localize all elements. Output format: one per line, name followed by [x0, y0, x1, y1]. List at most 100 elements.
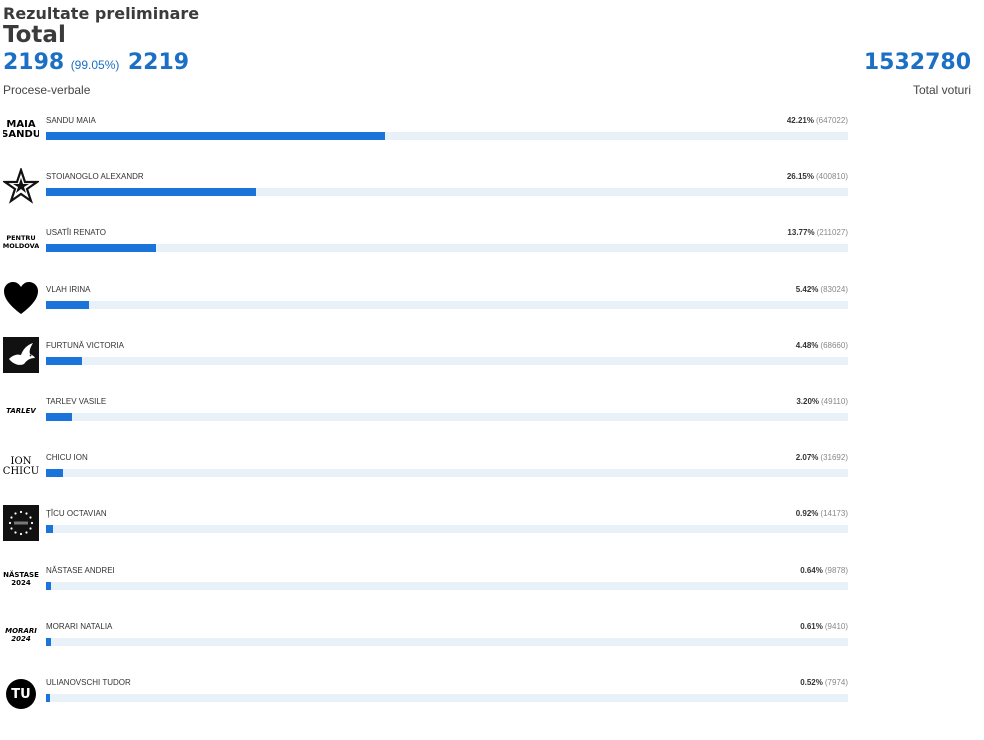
bar-track — [46, 357, 848, 365]
dove-icon — [3, 337, 39, 373]
candidate-votes: (7974) — [824, 678, 848, 687]
bar-fill — [46, 694, 51, 702]
candidate-votes: (49110) — [821, 397, 848, 406]
bar-track — [46, 413, 848, 421]
candidate-percent: 26.15% — [786, 172, 814, 181]
candidate-result: 0.64% (9878) — [800, 566, 848, 575]
logo-text: TARLEV — [6, 406, 36, 415]
candidate-votes: (400810) — [815, 172, 848, 181]
bar-track — [46, 694, 848, 702]
logo-text-line: 2024 — [11, 579, 31, 587]
processed-label: Procese-verbale — [3, 83, 91, 97]
logo-text: NĂSTASE 2024 — [3, 572, 39, 587]
candidate-name: ULIANOVSCHI TUDOR — [46, 678, 131, 687]
logo-text-line: 2024 — [11, 635, 31, 643]
bar-track — [46, 525, 848, 533]
candidate-logo: MAIA SANDU — [3, 112, 39, 148]
logo-text: ION CHICU — [3, 456, 39, 478]
candidate-percent: 5.42% — [795, 285, 819, 294]
bar-fill — [46, 132, 385, 140]
logo-text: PENTRU MOLDOVA — [3, 234, 39, 250]
candidate-logo — [3, 281, 39, 317]
processed-percent: (99.05%) — [70, 58, 120, 72]
candidate-name: MORARI NATALIA — [46, 622, 113, 631]
processed-count: 2198 (99.05%) 2219 — [3, 50, 189, 75]
logo-text-line: SANDU — [3, 129, 39, 140]
candidate-percent: 0.92% — [795, 509, 819, 518]
candidate-votes: (211027) — [816, 228, 848, 237]
candidate-name: ŢÎCU OCTAVIAN — [46, 509, 107, 518]
candidate-result: 0.92% (14173) — [796, 509, 848, 518]
bar-fill — [46, 244, 157, 252]
bar-track — [46, 244, 848, 252]
candidate-logo: MORARI 2024 — [3, 618, 39, 654]
candidate-row: ŢÎCU OCTAVIAN 0.92% (14173) — [0, 499, 984, 555]
candidate-result: 2.07% (31692) — [796, 453, 848, 462]
candidate-name: USATÎI RENATO — [46, 228, 107, 237]
candidate-row: MORARI 2024 MORARI NATALIA 0.61% (9410) — [0, 612, 984, 668]
candidate-votes: (83024) — [820, 285, 848, 294]
candidate-percent: 3.20% — [796, 397, 820, 406]
candidate-percent: 0.64% — [800, 566, 823, 575]
candidate-votes: (14173) — [820, 509, 848, 518]
bar-fill — [46, 469, 63, 477]
candidate-logo: TARLEV — [3, 393, 39, 429]
star-icon — [3, 168, 39, 204]
results-subtitle: Rezultate preliminare — [3, 4, 200, 23]
candidate-percent: 4.48% — [795, 341, 819, 350]
processed-total-number: 2219 — [127, 50, 190, 75]
candidate-votes: (9410) — [824, 622, 848, 631]
candidate-result: 4.48% (68660) — [796, 341, 848, 350]
bar-fill — [46, 582, 52, 590]
bar-track — [46, 301, 848, 309]
candidate-row: PENTRU MOLDOVA USATÎI RENATO 13.77% (211027) — [0, 218, 984, 274]
logo-text-line: PENTRU — [6, 233, 36, 242]
logo-text: MORARI 2024 — [5, 628, 37, 643]
logo-text-line: NĂSTASE — [3, 571, 39, 580]
candidate-result: 5.42% (83024) — [796, 285, 848, 294]
bar-fill — [46, 301, 90, 309]
candidate-row: TU ULIANOVSCHI TUDOR 0.52% (7974) — [0, 668, 984, 724]
candidate-logo: NĂSTASE 2024 — [3, 562, 39, 598]
candidate-logo: TU — [3, 674, 39, 710]
candidate-row: VLAH IRINA 5.42% (83024) — [0, 275, 984, 331]
candidate-name: FURTUNĂ VICTORIA — [46, 341, 124, 350]
candidate-name: CHICU ION — [46, 453, 88, 462]
candidate-row: NĂSTASE 2024 NĂSTASE ANDREI 0.64% (9878) — [0, 556, 984, 612]
candidate-result: 26.15% (400810) — [787, 172, 848, 181]
bar-track — [46, 469, 848, 477]
bar-track — [46, 582, 848, 590]
bar-track — [46, 188, 848, 196]
candidate-logo — [3, 505, 39, 541]
candidate-percent: 0.52% — [800, 678, 823, 687]
eu-stars-icon — [3, 505, 39, 541]
candidate-percent: 13.77% — [787, 228, 815, 237]
candidate-percent: 42.21% — [786, 116, 814, 125]
candidate-row: STOIANOGLO ALEXANDR 26.15% (400810) — [0, 162, 984, 218]
bar-fill — [46, 188, 256, 196]
candidate-logo — [3, 168, 39, 204]
logo-text-line: MOLDOVA — [3, 242, 39, 250]
candidate-name: NĂSTASE ANDREI — [46, 566, 115, 575]
logo-text-line: CHICU — [3, 466, 39, 477]
logo-text-line: TARLEV — [6, 406, 36, 415]
heart-icon — [4, 282, 38, 314]
candidate-name: SANDU MAIA — [46, 116, 96, 125]
candidate-percent: 0.61% — [800, 622, 823, 631]
logo-text-line: MORARI — [5, 627, 37, 636]
results-header: Rezultate preliminare Total 2198 (99.05%… — [3, 4, 978, 104]
candidate-logo: PENTRU MOLDOVA — [3, 224, 39, 260]
candidate-name: STOIANOGLO ALEXANDR — [46, 172, 144, 181]
candidate-result: 0.61% (9410) — [800, 622, 848, 631]
total-votes: 1532780 — [863, 50, 971, 75]
candidate-votes: (647022) — [815, 116, 848, 125]
logo-text-line: MAIA — [6, 119, 36, 130]
bar-fill — [46, 357, 82, 365]
candidate-row: ION CHICU CHICU ION 2.07% (31692) — [0, 443, 984, 499]
candidate-percent: 2.07% — [795, 453, 819, 462]
results-title: Total — [3, 22, 66, 48]
results-chart: MAIA SANDU SANDU MAIA 42.21% (647022) STOIANO… — [0, 106, 984, 716]
candidate-votes: (9878) — [824, 566, 848, 575]
candidate-row: FURTUNĂ VICTORIA 4.48% (68660) — [0, 331, 984, 387]
bar-track — [46, 132, 848, 140]
